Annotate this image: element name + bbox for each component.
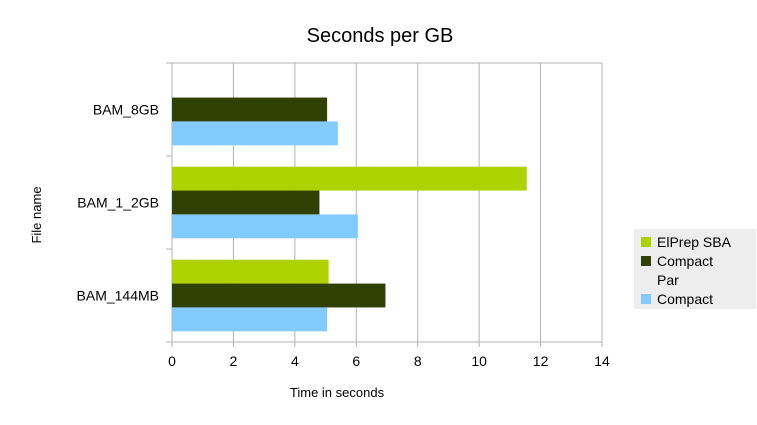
y-axis-ticks: BAM_8GB BAM_1_2GB BAM_144MB	[77, 62, 172, 343]
bar	[172, 166, 527, 191]
legend-swatch	[641, 294, 651, 304]
legend-items: ElPrep SBA Compact Par Compact	[641, 234, 732, 307]
x-tick-label: 14	[594, 353, 610, 369]
x-tick-label: 6	[352, 353, 360, 369]
y-tick-label: BAM_1_2GB	[77, 195, 159, 211]
x-tick-label: 0	[168, 353, 176, 369]
bars	[172, 97, 527, 332]
legend: ElPrep SBA Compact Par Compact	[634, 229, 756, 309]
legend-swatch	[641, 256, 651, 266]
bar	[172, 190, 320, 215]
chart-title: Seconds per GB	[307, 25, 454, 47]
x-axis-title: Time in seconds	[290, 385, 385, 400]
x-tick-label: 2	[230, 353, 238, 369]
legend-label: ElPrep SBA	[657, 234, 732, 250]
y-tick-label: BAM_144MB	[77, 288, 159, 304]
legend-label-continued: Par	[657, 272, 679, 288]
x-tick-label: 12	[533, 353, 549, 369]
bar	[172, 307, 328, 332]
legend-label: Compact	[657, 291, 713, 307]
x-axis-ticks: 0 2 4 6 8 10 12 14	[168, 342, 610, 369]
legend-label: Compact	[657, 253, 713, 269]
x-tick-label: 4	[291, 353, 299, 369]
bar	[172, 97, 328, 122]
y-axis-title: File name	[29, 186, 44, 243]
legend-swatch	[641, 237, 651, 247]
bar	[172, 259, 329, 284]
y-tick-label: BAM_8GB	[93, 102, 159, 118]
legend-box	[634, 229, 756, 309]
x-tick-label: 10	[471, 353, 487, 369]
x-tick-label: 8	[414, 353, 422, 369]
bar	[172, 121, 338, 146]
bar	[172, 214, 358, 239]
bar	[172, 283, 386, 308]
